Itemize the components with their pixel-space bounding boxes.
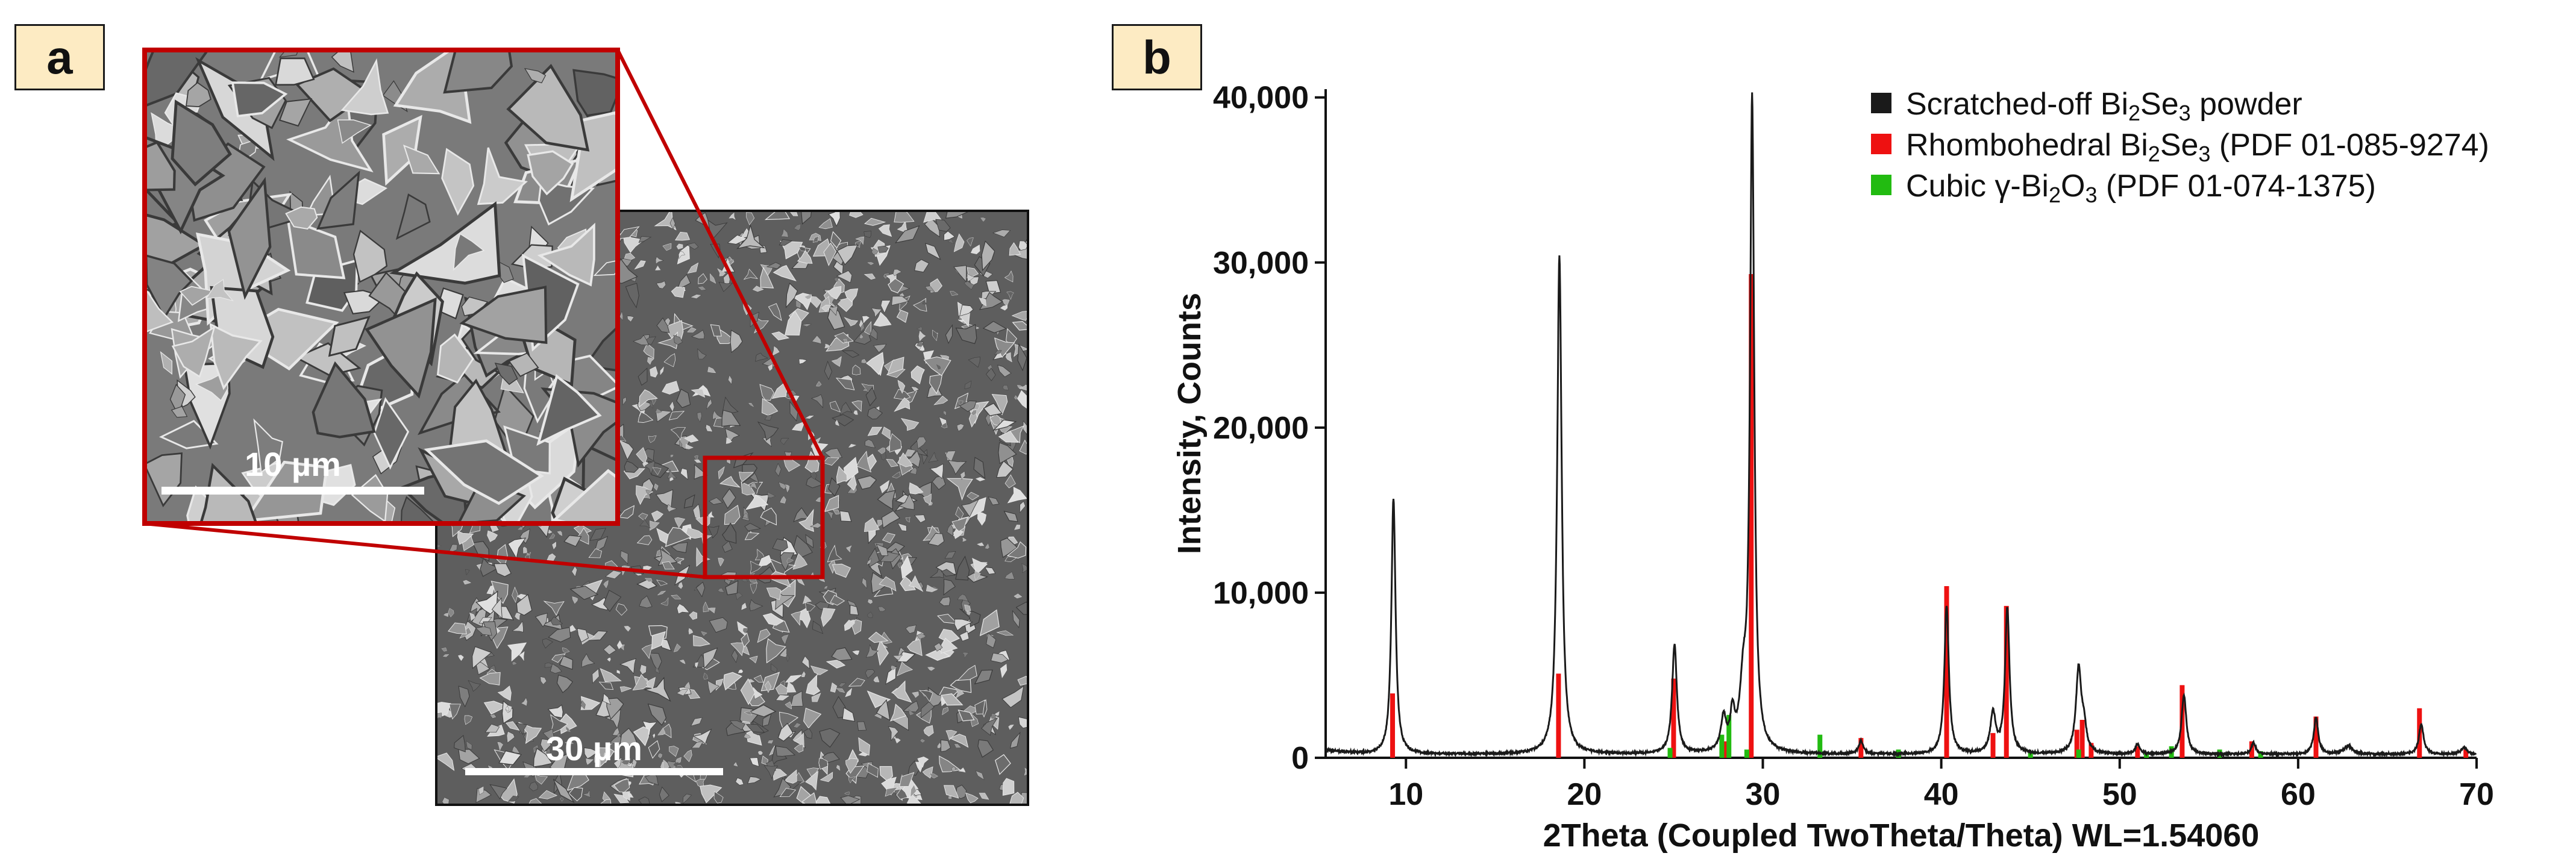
- scale-bar-inset: 10 µm: [161, 445, 424, 495]
- legend-entry: Cubic γ-Bi2O3 (PDF 01-074-1375): [1906, 169, 2376, 207]
- x-tick-label: 30: [1746, 777, 1781, 812]
- legend-swatch: [1871, 175, 1891, 195]
- sem-inset-image: [142, 48, 620, 526]
- y-tick-label: 30,000: [1213, 246, 1309, 281]
- y-axis-label: Intensity, Counts: [1171, 293, 1208, 554]
- legend-swatch: [1871, 93, 1891, 113]
- x-tick-label: 60: [2281, 777, 2316, 812]
- scale-bar-main-label: 30 µm: [546, 729, 642, 767]
- y-tick-label: 40,000: [1213, 81, 1309, 116]
- y-tick-label: 10,000: [1213, 576, 1309, 611]
- panel-label-b: b: [1112, 24, 1202, 90]
- x-tick-label: 70: [2459, 777, 2494, 812]
- measured-pattern-line: [1326, 92, 2477, 758]
- legend-entry: Rhombohedral Bi2Se3 (PDF 01-085-9274): [1906, 128, 2489, 166]
- legend-entry: Scratched-off Bi2Se3 powder: [1906, 87, 2302, 125]
- scale-bar-inset-label: 10 µm: [245, 445, 341, 483]
- zoom-connector-lines: [144, 49, 824, 579]
- panel-label-a: a: [14, 24, 105, 90]
- x-tick-label: 40: [1924, 777, 1959, 812]
- legend-swatch: [1871, 134, 1891, 154]
- x-tick-label: 10: [1388, 777, 1423, 812]
- y-tick-label: 0: [1291, 741, 1309, 776]
- scale-bar-main: 30 µm: [465, 729, 723, 775]
- x-tick-label: 50: [2102, 777, 2137, 812]
- y-tick-label: 20,000: [1213, 411, 1309, 446]
- sem-panel: 10 µm 30 µm: [142, 48, 1029, 806]
- x-tick-label: 20: [1567, 777, 1602, 812]
- zoom-region-box: [703, 455, 825, 579]
- x-axis-label: 2Theta (Coupled TwoTheta/Theta) WL=1.540…: [1543, 817, 2260, 854]
